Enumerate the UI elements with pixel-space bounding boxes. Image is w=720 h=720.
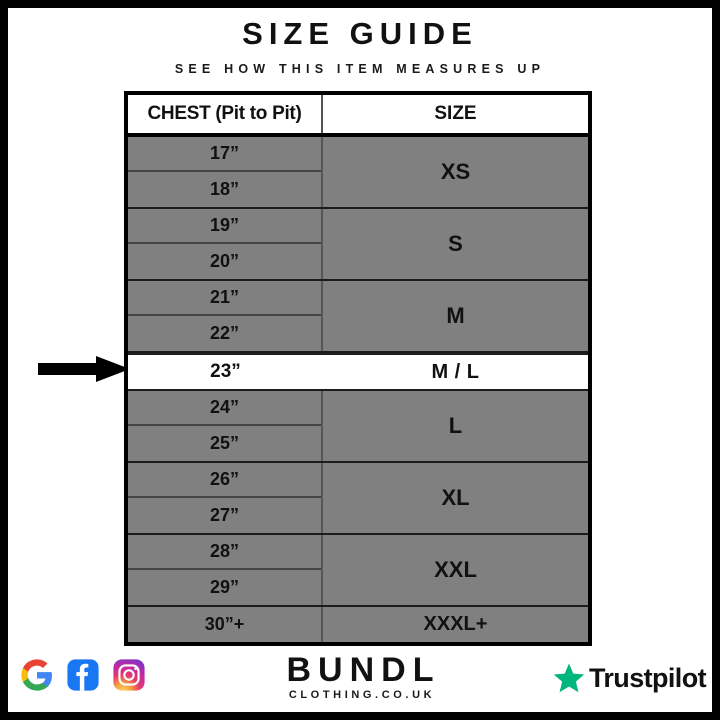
instagram-icon[interactable] xyxy=(112,658,146,692)
chest-value: 17” xyxy=(128,137,321,172)
brand-website: CLOTHING.CO.UK xyxy=(288,689,436,701)
size-value: XL xyxy=(441,485,470,510)
trustpilot-wordmark: Trustpilot xyxy=(589,663,707,693)
trustpilot-star-icon xyxy=(553,662,585,694)
chest-value: 30”+ xyxy=(204,614,245,634)
size-value: M / L xyxy=(431,360,480,383)
table-row[interactable]: 19” 20” S xyxy=(128,209,588,281)
size-value: M xyxy=(446,303,465,328)
table-header-row: CHEST (Pit to Pit) SIZE xyxy=(128,95,588,137)
size-value: L xyxy=(448,413,463,438)
column-header-size: SIZE xyxy=(434,103,477,124)
chest-value: 19” xyxy=(128,209,321,244)
chest-column: 30”+ xyxy=(128,607,323,642)
chest-column: 26” 27” xyxy=(128,463,323,533)
facebook-icon[interactable] xyxy=(66,658,100,692)
brand-logo: BUNDL CLOTHING.CO.UK xyxy=(280,652,441,702)
social-icons xyxy=(20,658,146,692)
page-subtitle: SEE HOW THIS ITEM MEASURES UP xyxy=(174,62,546,76)
chest-value: 22” xyxy=(209,323,240,343)
chest-value: 18” xyxy=(209,179,240,199)
footer: BUNDL CLOTHING.CO.UK Trustpilot xyxy=(8,640,712,712)
google-icon[interactable] xyxy=(20,658,54,692)
chest-column: 21” 22” xyxy=(128,281,323,351)
size-value: S xyxy=(448,231,463,256)
page-title: SIZE GUIDE xyxy=(242,16,478,51)
chest-value: 26” xyxy=(128,463,321,498)
table-row[interactable]: 28” 29” XXL xyxy=(128,535,588,607)
chest-value: 25” xyxy=(209,433,240,453)
chest-value: 20” xyxy=(209,251,240,271)
brand-name: BUNDL xyxy=(286,651,441,689)
size-table: CHEST (Pit to Pit) SIZE 17” 18” XS 19” 2… xyxy=(124,91,592,646)
table-row-highlighted[interactable]: 23” M / L xyxy=(128,353,588,391)
chest-value: 24” xyxy=(128,391,321,426)
chest-column: 24” 25” xyxy=(128,391,323,461)
table-row[interactable]: 21” 22” M xyxy=(128,281,588,353)
size-value: XS xyxy=(440,159,471,184)
size-value: XXL xyxy=(434,557,477,582)
chest-value: 21” xyxy=(128,281,321,316)
table-row[interactable]: 30”+ XXXL+ xyxy=(128,607,588,642)
size-value: XXXL+ xyxy=(423,613,488,635)
chest-column: 19” 20” xyxy=(128,209,323,279)
trustpilot-logo[interactable]: Trustpilot xyxy=(553,662,707,694)
table-row[interactable]: 26” 27” XL xyxy=(128,463,588,535)
chest-value: 23” xyxy=(210,361,241,382)
chest-value: 27” xyxy=(209,505,240,525)
chest-column: 28” 29” xyxy=(128,535,323,605)
right-arrow-icon xyxy=(38,356,130,382)
column-header-chest: CHEST (Pit to Pit) xyxy=(128,95,323,133)
header: SIZE GUIDE SEE HOW THIS ITEM MEASURES UP xyxy=(8,14,712,77)
chest-column: 17” 18” xyxy=(128,137,323,207)
table-row[interactable]: 24” 25” L xyxy=(128,391,588,463)
table-row[interactable]: 17” 18” XS xyxy=(128,137,588,209)
chest-value: 29” xyxy=(209,577,240,597)
chest-value: 28” xyxy=(128,535,321,570)
